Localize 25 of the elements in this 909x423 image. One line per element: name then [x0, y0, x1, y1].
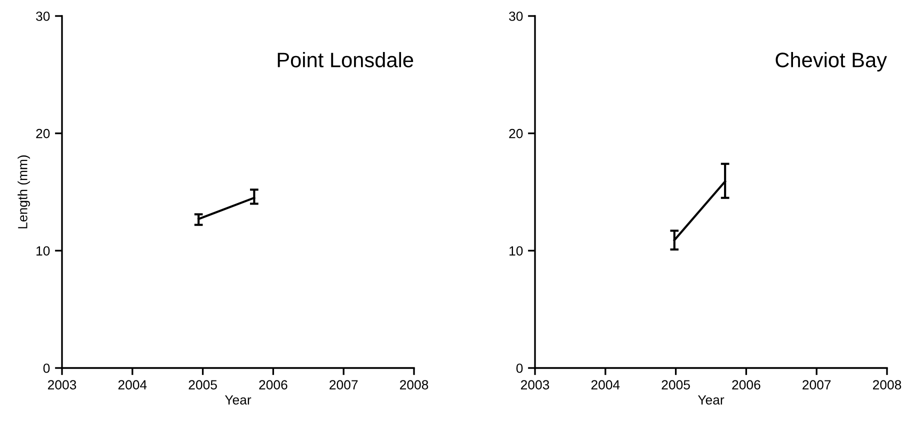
text: Point Lonsdale: [278, 52, 414, 68]
y-tick-label: 20: [36, 128, 50, 138]
x-tick-label: 2003: [520, 380, 550, 390]
y-tick-label: 0: [516, 364, 523, 373]
x-tick-label: 2006: [732, 380, 760, 390]
y-tick-label: 10: [36, 246, 50, 256]
y-axis-title: Length (mm): [18, 155, 30, 228]
y-tick-label: 10: [510, 246, 523, 256]
x-tick-label: 2003: [48, 380, 76, 390]
x-tick-label: 2007: [330, 380, 358, 390]
y-tick-label: 20: [509, 128, 523, 138]
x-tick-label: 2008: [400, 380, 428, 390]
y-tick-label: 30: [36, 12, 50, 21]
x-tick-label: 2007: [802, 380, 831, 390]
x-tick-label: 2005: [662, 380, 690, 390]
x-tick-label: 2004: [591, 380, 620, 390]
y-tick-label: 30: [509, 12, 523, 21]
x-tick-label: 2005: [188, 380, 217, 390]
x-tick-label: 2004: [118, 380, 147, 390]
x-tick-label: 2008: [872, 380, 902, 390]
text: Cheviot Bay: [776, 52, 887, 72]
x-tick-label: 2006: [259, 380, 288, 390]
x-axis-title: Year: [224, 395, 252, 405]
x-axis-title: Year: [698, 395, 724, 405]
y-tick-label: 0: [43, 364, 50, 373]
